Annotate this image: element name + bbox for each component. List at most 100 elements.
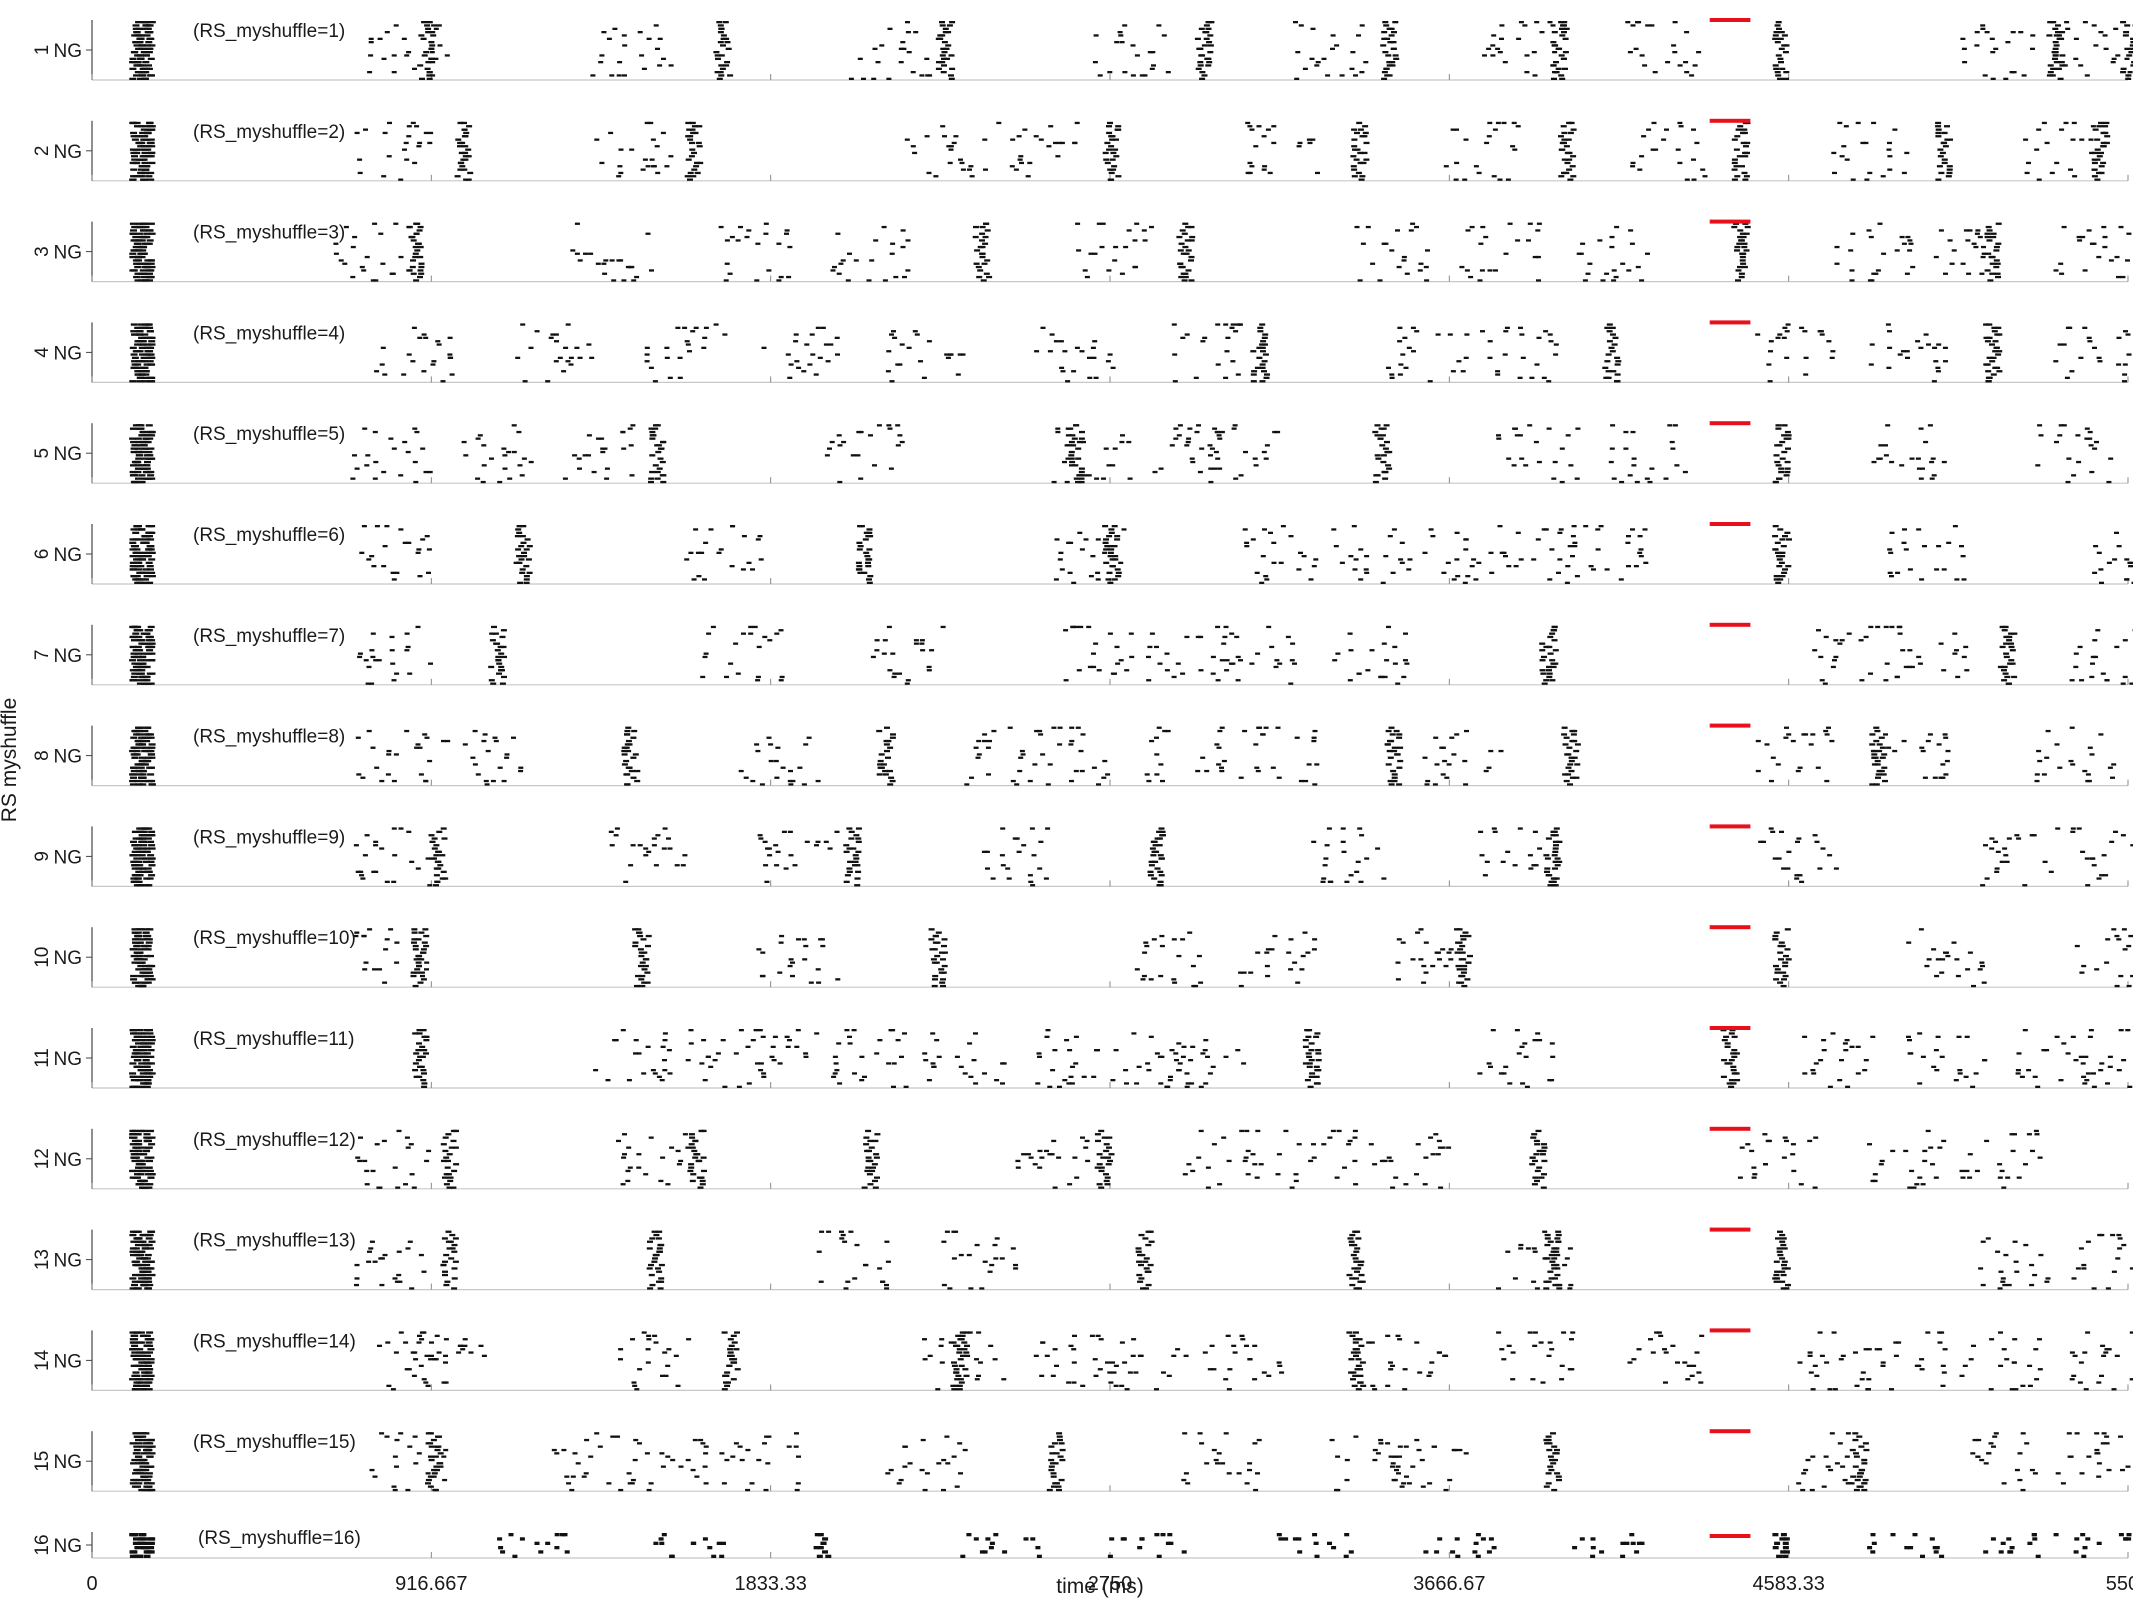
spike xyxy=(945,31,952,34)
spike xyxy=(903,1085,909,1088)
spike xyxy=(1772,64,1779,67)
spike xyxy=(1212,427,1218,430)
spike xyxy=(1785,447,1791,450)
spike xyxy=(141,1069,149,1072)
spike xyxy=(1374,454,1381,457)
spike xyxy=(776,242,782,245)
spike xyxy=(1253,145,1259,148)
spike xyxy=(941,938,948,941)
spike xyxy=(1091,1075,1097,1078)
spike xyxy=(1570,733,1577,736)
spike xyxy=(1354,148,1361,151)
spike xyxy=(1539,669,1546,672)
spike xyxy=(1628,229,1634,232)
spike xyxy=(1302,1045,1309,1048)
spike xyxy=(415,867,421,870)
spike xyxy=(1774,968,1781,971)
spike xyxy=(1784,470,1791,474)
spike xyxy=(2052,41,2059,44)
spike xyxy=(379,847,385,850)
spike xyxy=(137,672,145,675)
spike xyxy=(1309,57,1315,60)
spike xyxy=(1365,225,1371,229)
spike xyxy=(682,854,688,857)
spike xyxy=(2052,57,2058,60)
spike xyxy=(1842,1042,1848,1045)
spike xyxy=(426,74,433,77)
spike xyxy=(1229,632,1235,635)
spike xyxy=(688,1029,694,1032)
spike xyxy=(926,171,932,175)
spike xyxy=(1550,834,1556,837)
spike xyxy=(134,71,142,74)
spike xyxy=(1488,749,1494,753)
spike xyxy=(1030,884,1036,887)
ng-tick-label: NG xyxy=(54,243,83,264)
spike xyxy=(1454,161,1460,165)
spike xyxy=(140,178,148,181)
spike xyxy=(846,870,853,873)
spike xyxy=(2077,239,2083,242)
spike xyxy=(144,343,152,346)
spike xyxy=(562,477,568,480)
spike xyxy=(1559,34,1566,37)
spike xyxy=(1184,239,1191,242)
spike xyxy=(1480,330,1485,333)
spike xyxy=(638,964,644,968)
spike xyxy=(2024,171,2030,175)
spike xyxy=(702,578,707,581)
spike xyxy=(129,121,137,125)
spike xyxy=(391,779,397,783)
spike xyxy=(1931,380,1937,383)
spike xyxy=(934,1039,940,1042)
spike xyxy=(938,971,945,974)
spike xyxy=(1381,642,1387,645)
spike xyxy=(143,847,151,850)
spike xyxy=(2103,141,2110,145)
spike xyxy=(1554,857,1561,860)
spike xyxy=(1907,1039,1912,1042)
spike xyxy=(973,225,979,229)
spike xyxy=(398,255,404,259)
spike xyxy=(1989,37,1995,40)
spike xyxy=(1841,145,1847,148)
spike xyxy=(1315,1049,1322,1052)
spike xyxy=(139,131,147,135)
spike xyxy=(787,964,793,968)
spike xyxy=(2121,928,2127,931)
spike xyxy=(1358,178,1365,181)
spike xyxy=(426,548,432,551)
spike xyxy=(981,850,987,853)
spike xyxy=(1728,1059,1735,1062)
spike xyxy=(148,847,156,850)
spike xyxy=(1785,565,1792,568)
spike xyxy=(2090,662,2095,665)
spike xyxy=(1794,877,1800,880)
spike xyxy=(133,74,140,77)
spike xyxy=(1381,77,1388,80)
spike xyxy=(1916,655,1922,659)
spike xyxy=(644,981,651,984)
spike xyxy=(1735,128,1742,131)
spike xyxy=(2073,57,2079,60)
spike xyxy=(132,531,140,534)
spike xyxy=(1583,525,1589,528)
spike xyxy=(138,1062,146,1065)
spike xyxy=(941,41,948,44)
spike xyxy=(1562,67,1568,70)
spike xyxy=(1486,766,1492,769)
spike xyxy=(417,575,423,578)
spike xyxy=(1069,779,1074,783)
spike xyxy=(1173,427,1179,430)
spike xyxy=(1941,568,1947,571)
spike xyxy=(137,57,145,60)
spike xyxy=(738,1029,744,1032)
spike xyxy=(1259,581,1265,584)
spike xyxy=(1984,269,1991,272)
spike xyxy=(1256,726,1262,729)
spike xyxy=(1459,951,1466,954)
spike xyxy=(1741,128,1748,131)
spike xyxy=(415,961,422,964)
spike xyxy=(1786,538,1792,541)
spike xyxy=(1414,330,1420,333)
